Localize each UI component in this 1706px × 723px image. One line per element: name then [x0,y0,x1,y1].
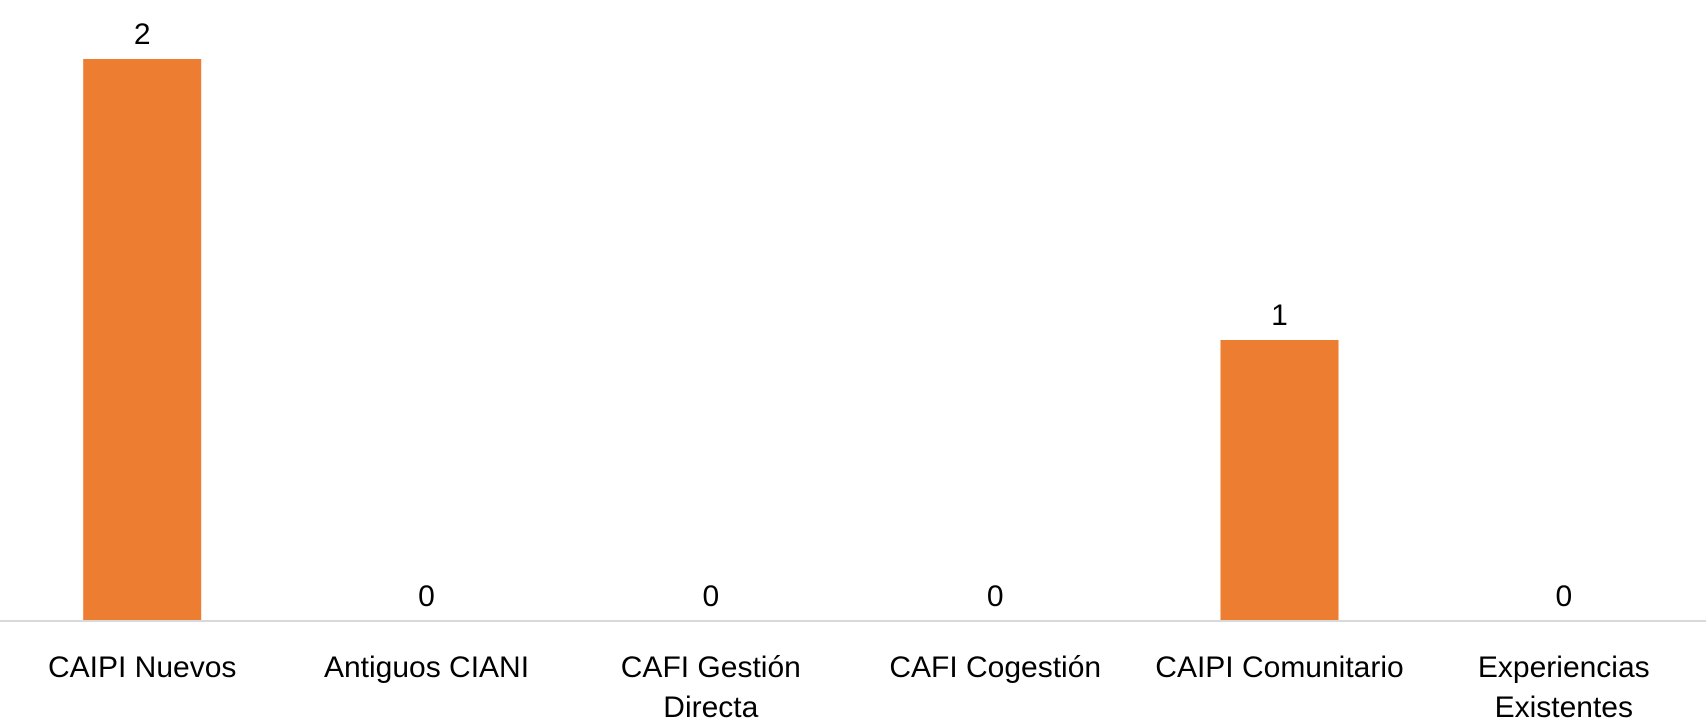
bar [1220,340,1339,621]
data-label: 0 [987,580,1004,613]
category-labels-layer: CAIPI Nuevos Antiguos CIANI CAFI Gestión Di… [48,651,1650,723]
category-label-line: CAIPI Nuevos [48,651,236,684]
data-label: 0 [702,580,719,613]
data-label: 1 [1271,299,1288,332]
category-label-line: Directa [663,691,758,723]
category-label-line: Existentes [1495,691,1633,723]
category-label: CAIPI Comunitario [1155,651,1403,684]
bars-layer [83,59,1339,621]
bar [83,59,202,621]
category-label-line: CAIPI Comunitario [1155,651,1403,684]
category-label-line: CAFI Gestión [621,651,801,684]
category-label: CAIPI Nuevos [48,651,236,684]
data-label: 0 [418,580,435,613]
category-label-line: Experiencias [1478,651,1650,684]
category-label-line: CAFI Cogestión [889,651,1101,684]
value-labels-layer: 2 0 0 0 1 0 [134,18,1572,613]
category-label: Experiencias Existentes [1478,651,1650,723]
category-label: Antiguos CIANI [324,651,529,684]
category-label-line: Antiguos CIANI [324,651,529,684]
data-label: 2 [134,18,151,51]
category-label: CAFI Gestión Directa [621,651,801,723]
category-label: CAFI Cogestión [889,651,1101,684]
data-label: 0 [1555,580,1572,613]
